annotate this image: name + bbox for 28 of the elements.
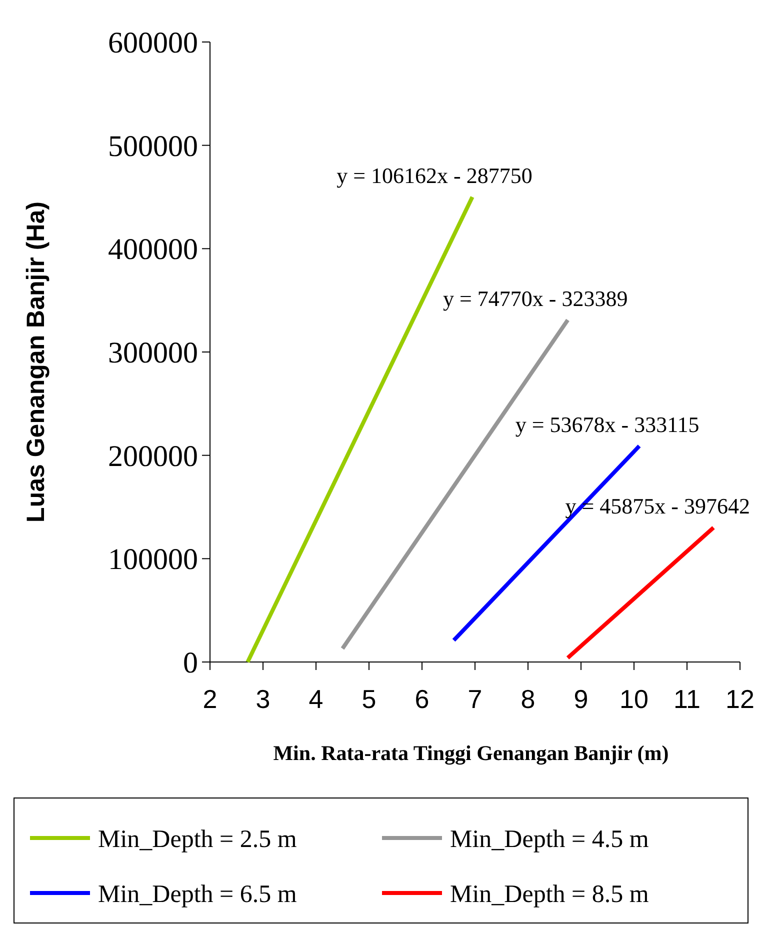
- x-tick-label: 8: [520, 684, 536, 714]
- y-tick-label: 200000: [108, 440, 198, 473]
- legend-label: Min_Depth = 2.5 m: [98, 826, 298, 853]
- x-tick-label: 4: [308, 684, 324, 714]
- y-tick-label: 500000: [108, 130, 198, 163]
- x-tick-label: 6: [414, 684, 430, 714]
- y-tick-label: 600000: [108, 26, 198, 60]
- x-axis-title: Min. Rata-rata Tinggi Genangan Banjir (m): [273, 741, 669, 765]
- legend-label: Min_Depth = 8.5 m: [450, 880, 650, 908]
- y-tick-label: 0: [183, 646, 198, 680]
- y-tick-label: 300000: [108, 336, 198, 370]
- annotation: y = 74770x - 323389: [443, 286, 628, 311]
- x-tick-label: 7: [468, 684, 482, 714]
- legend-label: Min_Depth = 6.5 m: [98, 880, 298, 908]
- annotation: y = 106162x - 287750: [336, 163, 532, 188]
- x-tick-label: 12: [726, 684, 754, 714]
- y-tick-label: 100000: [108, 543, 198, 576]
- legend-label: Min_Depth = 4.5 m: [450, 826, 650, 853]
- x-tick-label: 3: [256, 684, 270, 714]
- annotation: y = 45875x - 397642: [565, 494, 750, 519]
- x-tick-label: 11: [674, 684, 700, 714]
- x-tick-label: 2: [202, 684, 218, 714]
- y-axis-title: Luas Genangan Banjir (Ha): [22, 202, 50, 522]
- x-tick-label: 5: [362, 684, 376, 714]
- x-tick-label: 10: [620, 684, 648, 714]
- x-tick-label: 9: [574, 684, 588, 714]
- y-tick-label: 400000: [108, 233, 198, 266]
- annotation: y = 53678x - 333115: [515, 412, 700, 438]
